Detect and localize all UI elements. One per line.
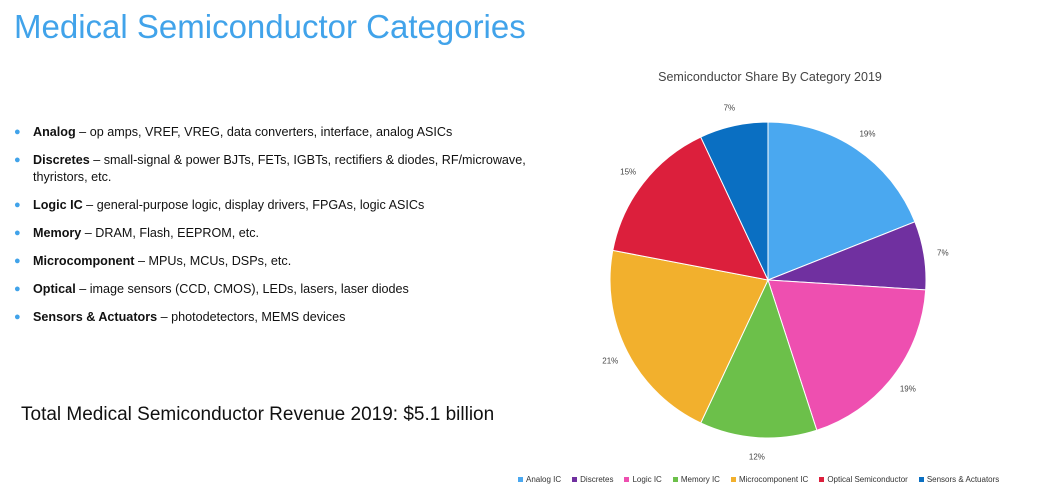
- slice-data-label: 15%: [620, 168, 636, 177]
- legend-item: Logic IC: [624, 475, 662, 484]
- category-description: – photodetectors, MEMS devices: [157, 310, 346, 324]
- category-term: Microcomponent: [33, 254, 135, 268]
- bullet-icon: ●: [14, 199, 21, 211]
- legend-item: Analog IC: [518, 475, 561, 484]
- chart-legend: Analog IC Discretes Logic IC Memory IC M…: [518, 475, 1010, 484]
- legend-label: Memory IC: [680, 475, 720, 484]
- legend-swatch: [624, 477, 630, 482]
- legend-label: Microcomponent IC: [738, 475, 809, 484]
- legend-swatch: [918, 477, 924, 482]
- legend-label: Discretes: [580, 475, 614, 484]
- slice-data-label: 7%: [724, 103, 736, 112]
- category-term: Logic IC: [33, 198, 83, 212]
- category-description: – small-signal & power BJTs, FETs, IGBTs…: [33, 153, 526, 184]
- category-term: Optical: [33, 282, 76, 296]
- list-item: ● Memory – DRAM, Flash, EEPROM, etc.: [14, 225, 534, 242]
- category-list: ● Analog – op amps, VREF, VREG, data con…: [14, 124, 534, 337]
- legend-item: Optical Semiconductor: [819, 475, 908, 484]
- legend-item: Sensors & Actuators: [918, 475, 1000, 484]
- pie-slice-analog-ic: [767, 121, 916, 281]
- slice-data-label: 12%: [749, 453, 765, 462]
- chart-title: Semiconductor Share By Category 2019: [658, 70, 882, 84]
- slice-data-label: 21%: [602, 356, 618, 365]
- category-description: – op amps, VREF, VREG, data converters, …: [75, 125, 453, 139]
- category-description: – MPUs, MCUs, DSPs, etc.: [134, 254, 292, 268]
- page-title: Medical Semiconductor Categories: [14, 8, 526, 45]
- category-term: Discretes: [33, 153, 90, 167]
- legend-item: Microcomponent IC: [730, 475, 809, 484]
- list-item: ● Microcomponent – MPUs, MCUs, DSPs, etc…: [14, 253, 534, 270]
- pie-slice-sensors-actuators: [700, 121, 769, 281]
- legend-swatch: [819, 477, 825, 482]
- pie-slice-microcomponent-ic: [609, 249, 769, 424]
- bullet-icon: ●: [14, 126, 21, 138]
- total-revenue: Total Medical Semiconductor Revenue 2019…: [21, 404, 495, 425]
- category-description: – DRAM, Flash, EEPROM, etc.: [81, 226, 260, 240]
- category-term: Sensors & Actuators: [33, 310, 158, 324]
- legend-label: Logic IC: [632, 475, 662, 484]
- category-description: – general-purpose logic, display drivers…: [82, 198, 425, 212]
- pie-slice-logic-ic: [767, 279, 927, 431]
- slice-data-label: 19%: [859, 130, 875, 139]
- legend-swatch: [730, 477, 736, 482]
- bullet-icon: ●: [14, 311, 21, 323]
- list-item: ● Logic IC – general-purpose logic, disp…: [14, 197, 534, 214]
- slice-data-label: 19%: [900, 384, 916, 393]
- pie-slice-optical-semiconductor: [612, 136, 769, 281]
- bullet-icon: ●: [14, 227, 21, 239]
- bullet-icon: ●: [14, 255, 21, 267]
- pie-slice-memory-ic: [700, 278, 818, 439]
- category-description: – image sensors (CCD, CMOS), LEDs, laser…: [75, 282, 409, 296]
- legend-label: Analog IC: [526, 475, 562, 484]
- bullet-icon: ●: [14, 154, 21, 166]
- bullet-icon: ●: [14, 283, 21, 295]
- legend-label: Optical Semiconductor: [827, 475, 908, 484]
- legend-label: Sensors & Actuators: [926, 475, 1000, 484]
- legend-swatch: [572, 477, 578, 482]
- slice-data-label: 7%: [937, 248, 949, 257]
- list-item: ● Sensors & Actuators – photodetectors, …: [14, 309, 534, 326]
- legend-item: Memory IC: [672, 475, 720, 484]
- legend-item: Discretes: [572, 475, 613, 484]
- list-item: ● Analog – op amps, VREF, VREG, data con…: [14, 124, 534, 141]
- legend-swatch: [672, 477, 678, 482]
- category-term: Memory: [33, 226, 82, 240]
- category-term: Analog: [33, 125, 76, 139]
- legend-swatch: [518, 477, 523, 482]
- list-item: ● Optical – image sensors (CCD, CMOS), L…: [14, 281, 534, 298]
- list-item: ● Discretes – small-signal & power BJTs,…: [14, 152, 534, 186]
